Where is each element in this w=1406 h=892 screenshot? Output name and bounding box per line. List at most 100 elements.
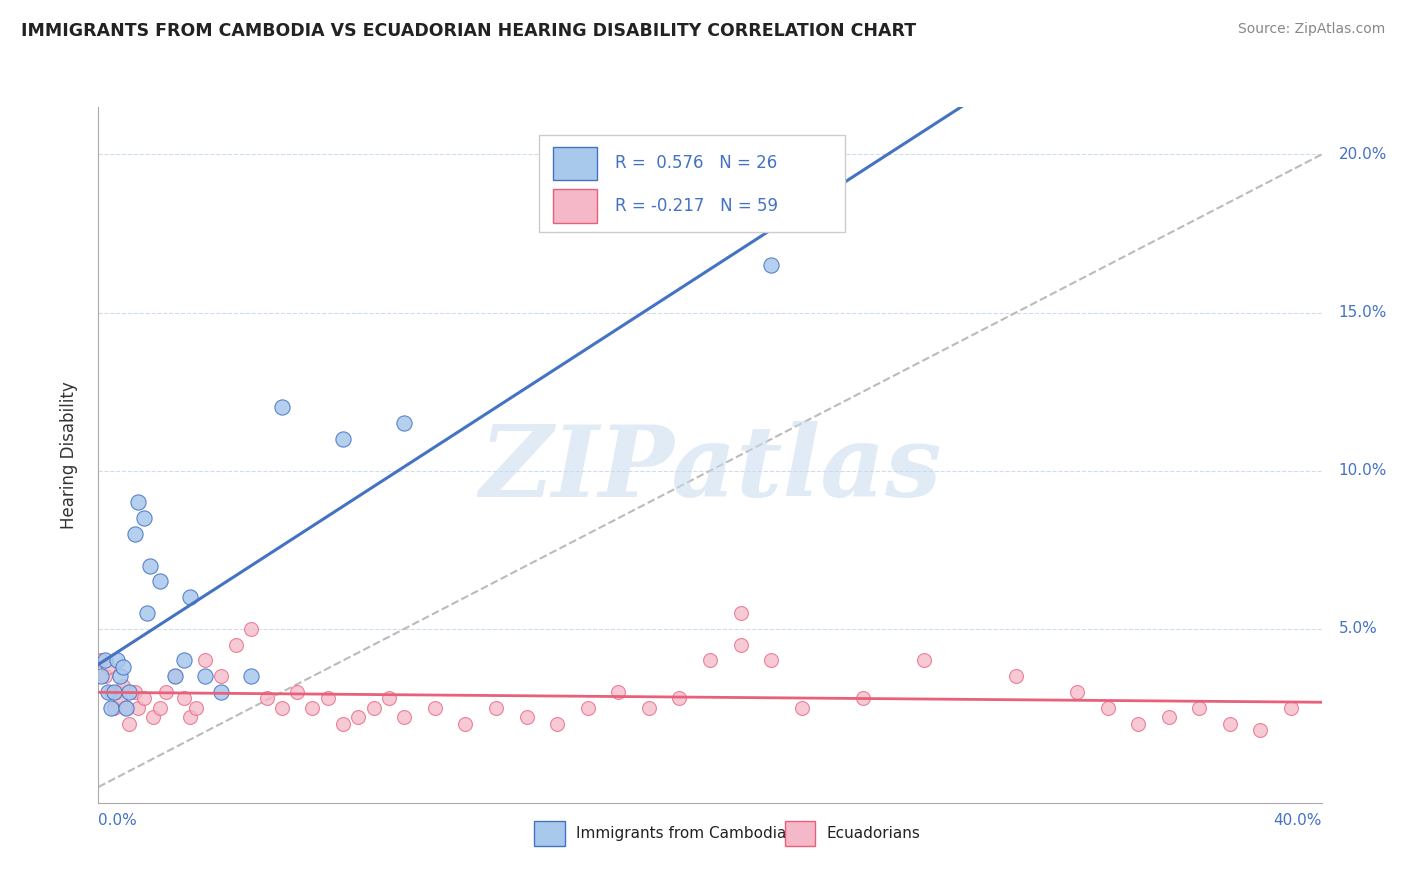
Point: [1004, 669, 1026, 683]
Point: [1279, 701, 1302, 715]
Point: [730, 606, 752, 620]
Point: [209, 685, 232, 699]
Point: [392, 417, 416, 431]
Point: [163, 669, 186, 683]
Point: [115, 701, 138, 715]
Text: Immigrants from Cambodia: Immigrants from Cambodia: [576, 826, 787, 840]
Text: R =  0.576   N = 26: R = 0.576 N = 26: [614, 154, 778, 172]
Text: 20.0%: 20.0%: [1339, 147, 1386, 162]
Text: Source: ZipAtlas.com: Source: ZipAtlas.com: [1237, 22, 1385, 37]
Point: [516, 710, 538, 724]
Text: Ecuadorians: Ecuadorians: [827, 826, 921, 840]
Point: [546, 716, 568, 731]
Text: 5.0%: 5.0%: [1339, 622, 1378, 636]
Point: [1066, 685, 1088, 699]
Point: [155, 685, 177, 699]
Text: IMMIGRANTS FROM CAMBODIA VS ECUADORIAN HEARING DISABILITY CORRELATION CHART: IMMIGRANTS FROM CAMBODIA VS ECUADORIAN H…: [21, 22, 917, 40]
Point: [270, 401, 292, 415]
Point: [270, 701, 292, 715]
Point: [1219, 716, 1241, 731]
Point: [134, 691, 156, 706]
Point: [105, 685, 128, 699]
Point: [149, 701, 172, 715]
Point: [124, 685, 146, 699]
Point: [127, 701, 149, 715]
Point: [100, 701, 122, 715]
Point: [105, 653, 128, 667]
Point: [118, 685, 141, 699]
Point: [637, 701, 661, 715]
Point: [285, 685, 308, 699]
Point: [378, 691, 401, 706]
Point: [100, 685, 122, 699]
FancyBboxPatch shape: [538, 135, 845, 232]
Point: [852, 691, 875, 706]
Point: [363, 701, 385, 715]
Text: 15.0%: 15.0%: [1339, 305, 1386, 320]
Point: [790, 701, 813, 715]
Point: [225, 638, 247, 652]
Point: [485, 701, 508, 715]
Point: [186, 701, 208, 715]
Point: [127, 495, 149, 509]
Point: [179, 591, 201, 605]
Point: [1128, 716, 1150, 731]
Point: [93, 669, 115, 683]
Point: [136, 606, 159, 620]
Point: [111, 660, 134, 674]
Point: [730, 638, 752, 652]
Point: [576, 701, 599, 715]
Point: [97, 685, 120, 699]
Point: [1249, 723, 1271, 737]
Point: [332, 432, 354, 446]
Text: 10.0%: 10.0%: [1339, 463, 1386, 478]
Text: R = -0.217   N = 59: R = -0.217 N = 59: [614, 197, 778, 215]
Text: ZIPatlas: ZIPatlas: [479, 421, 941, 517]
Point: [607, 685, 630, 699]
Point: [108, 669, 131, 683]
Point: [392, 710, 416, 724]
Point: [332, 716, 354, 731]
Point: [256, 691, 278, 706]
Point: [103, 701, 125, 715]
Point: [759, 653, 782, 667]
Point: [209, 669, 232, 683]
Point: [103, 685, 125, 699]
Point: [699, 653, 721, 667]
Point: [194, 653, 217, 667]
Point: [668, 691, 690, 706]
Point: [115, 701, 138, 715]
Point: [423, 701, 446, 715]
Point: [1188, 701, 1211, 715]
Point: [912, 653, 935, 667]
Point: [108, 691, 131, 706]
Point: [97, 660, 120, 674]
Point: [163, 669, 186, 683]
Point: [90, 653, 112, 667]
Point: [301, 701, 323, 715]
Point: [118, 716, 141, 731]
Point: [316, 691, 339, 706]
Point: [179, 710, 201, 724]
Point: [173, 653, 195, 667]
Y-axis label: Hearing Disability: Hearing Disability: [59, 381, 77, 529]
Text: 0.0%: 0.0%: [98, 814, 138, 828]
Point: [149, 574, 172, 589]
Point: [111, 679, 134, 693]
Point: [93, 653, 115, 667]
Point: [1097, 701, 1119, 715]
Point: [194, 669, 217, 683]
Point: [173, 691, 195, 706]
Point: [347, 710, 370, 724]
Point: [759, 258, 782, 272]
Point: [240, 669, 263, 683]
FancyBboxPatch shape: [554, 146, 598, 180]
Point: [139, 558, 162, 573]
Point: [90, 669, 112, 683]
FancyBboxPatch shape: [554, 189, 598, 222]
Point: [240, 622, 263, 636]
Point: [142, 710, 165, 724]
Text: 40.0%: 40.0%: [1274, 814, 1322, 828]
Point: [1157, 710, 1180, 724]
Point: [454, 716, 477, 731]
